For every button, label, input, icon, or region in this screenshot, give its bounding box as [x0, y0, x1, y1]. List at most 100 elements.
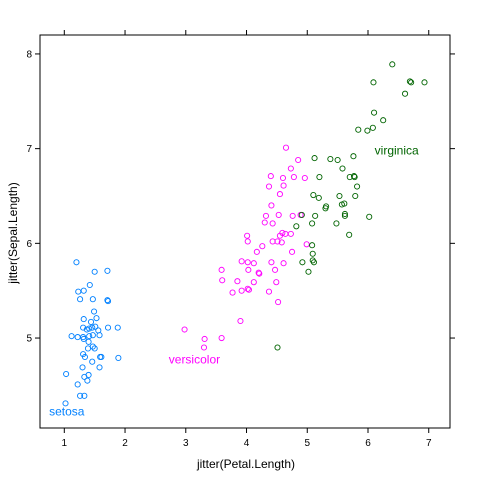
virginica-point [338, 201, 345, 208]
setosa-point [89, 332, 96, 339]
x-tick-label: 7 [426, 438, 432, 449]
versicolor-point [267, 173, 274, 180]
setosa-point [87, 318, 95, 325]
versicolor-point [289, 248, 296, 255]
virginica-point [339, 165, 346, 172]
setosa-point [114, 324, 121, 331]
setosa-point [89, 324, 96, 331]
virginica-point [355, 126, 362, 133]
y-tick-label: 8 [26, 49, 32, 60]
virginica-point [366, 213, 373, 220]
virginica-point [336, 192, 343, 200]
versicolor-point [272, 266, 279, 273]
virginica-point [351, 173, 358, 181]
versicolor-point [275, 299, 282, 306]
virginica-point [299, 259, 306, 266]
virginica-point [323, 203, 330, 210]
virginica-point [369, 124, 376, 131]
versicolor-point [250, 260, 257, 267]
virginica-point [309, 250, 316, 257]
versicolor-point [279, 229, 286, 236]
versicolor-point [268, 202, 275, 209]
versicolor-point [250, 279, 257, 286]
series-label-versicolor: versicolor [169, 353, 220, 367]
x-tick-label: 4 [244, 438, 250, 449]
virginica-point [312, 212, 319, 219]
x-tick-label: 5 [304, 438, 310, 449]
axes-layer: 1 2 3 4 5 6 7 5 6 7 8 [26, 30, 455, 449]
points-layer [62, 61, 428, 407]
versicolor-point [290, 173, 297, 181]
virginica-point [315, 194, 322, 201]
versicolor-point [234, 278, 241, 285]
virginica-point [354, 183, 361, 190]
versicolor-point [219, 277, 226, 284]
versicolor-point [218, 334, 225, 342]
versicolor-point [280, 260, 287, 267]
versicolor-point [287, 165, 294, 172]
series-label-virginica: virginica [375, 143, 419, 157]
setosa-point [115, 354, 122, 361]
versicolor-point [262, 212, 270, 219]
setosa-point [93, 315, 100, 322]
virginica-point [309, 242, 316, 249]
versicolor-point [301, 174, 308, 182]
series-versicolor [181, 144, 310, 351]
virginica-point [309, 220, 316, 227]
virginica-point [316, 173, 323, 181]
x-tick-label: 6 [365, 438, 371, 449]
virginica-point [309, 257, 316, 264]
versicolor-point [238, 287, 245, 294]
virginica-point [364, 127, 371, 134]
versicolor-point [265, 183, 273, 190]
versicolor-point [253, 248, 260, 255]
virginica-point [371, 109, 378, 116]
setosa-point [62, 400, 69, 407]
setosa-point [80, 324, 87, 331]
versicolor-point [273, 279, 280, 286]
setosa-point [86, 325, 93, 332]
series-labels-layer: setosa versicolor virginica [49, 143, 419, 418]
virginica-point [370, 79, 377, 86]
setosa-point [77, 392, 84, 399]
x-axis-label: jitter(Petal.Length) [196, 457, 295, 471]
versicolor-point [244, 285, 251, 292]
series-virginica [274, 61, 428, 351]
setosa-point [74, 381, 81, 388]
virginica-point [350, 173, 358, 180]
setosa-point [89, 343, 96, 350]
y-tick-label: 6 [26, 239, 32, 250]
virginica-point [406, 78, 413, 85]
setosa-point [92, 323, 99, 330]
x-tick-label: 1 [62, 438, 68, 449]
versicolor-point [245, 266, 252, 273]
virginica-point [421, 79, 428, 86]
versicolor-point [278, 239, 285, 246]
versicolor-point [244, 232, 251, 239]
setosa-point [68, 333, 75, 340]
setosa-point [74, 334, 81, 341]
versicolor-point [238, 258, 245, 265]
versicolor-point [237, 317, 244, 325]
versicolor-point [244, 238, 251, 245]
setosa-point [81, 392, 88, 399]
versicolor-point [303, 241, 310, 248]
versicolor-point [269, 220, 276, 227]
setosa-point [89, 296, 96, 303]
setosa-point [104, 267, 111, 274]
virginica-point [341, 210, 348, 218]
versicolor-point [256, 270, 263, 277]
versicolor-point [201, 335, 208, 343]
versicolor-point [218, 266, 225, 273]
versicolor-point [261, 219, 268, 226]
setosa-point [85, 338, 92, 345]
versicolor-point [287, 230, 294, 237]
virginica-point [327, 156, 334, 163]
x-tick-label: 2 [122, 438, 128, 449]
setosa-point [79, 364, 86, 371]
setosa-point [75, 288, 82, 295]
virginica-point [274, 344, 281, 351]
virginica-point [408, 79, 415, 86]
setosa-point [91, 268, 98, 275]
